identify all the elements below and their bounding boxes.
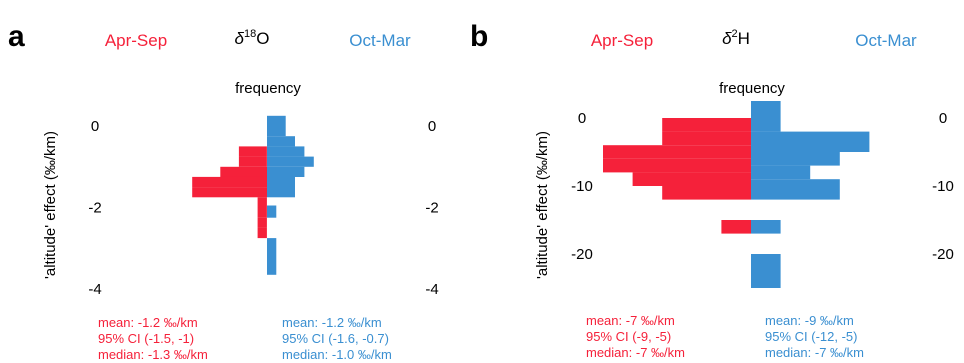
y-tick-label-left: -2 [88,200,101,217]
bar-warm [238,146,267,157]
legend-label-cold: Oct-Mar [855,31,917,50]
bar-cold [267,176,295,198]
bar-warm [603,145,751,159]
bar-warm [192,176,267,188]
bar-cold [267,136,295,147]
y-tick-label-right: -2 [425,200,438,217]
legend-label-warm: Apr-Sep [591,31,653,50]
bar-cold [267,205,277,218]
y-tick-label-left: -4 [88,281,101,298]
bar-cold [751,118,781,132]
stat-cold-ci: 95% CI (-12, -5) [765,329,857,344]
bar-cold [751,179,840,200]
chart-title: δ2H [722,28,750,48]
title-superscript: 18 [244,28,256,40]
stat-warm-median: median: -1.3 ‰/km [98,347,208,362]
stat-cold-median: median: -1.0 ‰/km [282,347,392,362]
bar-warm [257,207,267,218]
y-axis-label: 'altitude' effect (‰/km) [42,131,59,279]
bar-warm [192,187,267,198]
bar-cold [751,254,781,288]
y-tick-label-left: 0 [91,118,99,135]
stat-warm-ci: 95% CI (-9, -5) [586,329,671,344]
bar-warm [603,158,751,173]
bar-warm [220,166,268,177]
title-element: O [256,29,269,48]
panel-letter: a [8,20,25,53]
bar-cold [751,152,840,166]
bar-cold [751,131,870,152]
y-tick-label-left: 0 [578,110,586,127]
bar-warm [257,217,267,228]
y-tick-label-right: 0 [939,110,947,127]
bar-cold [751,165,811,180]
y-tick-label-right: 0 [428,118,436,135]
bar-cold [751,101,781,118]
y-tick-label-left: -20 [571,246,593,263]
panel-letter: b [470,20,488,53]
y-tick-label-left: -10 [571,178,593,195]
bar-warm [662,186,751,200]
legend-label-warm: Apr-Sep [105,31,167,50]
bar-cold [267,238,277,275]
legend-label-cold: Oct-Mar [349,31,411,50]
y-axis-label: 'altitude' effect (‰/km) [534,131,551,279]
stat-cold-median: median: -7 ‰/km [765,345,864,360]
stat-cold-mean: mean: -1.2 ‰/km [282,315,382,330]
stat-warm-median: median: -7 ‰/km [586,345,685,360]
y-tick-label-right: -10 [932,178,954,195]
stat-cold-ci: 95% CI (-1.6, -0.7) [282,331,389,346]
bar-warm [662,118,751,132]
stat-warm-mean: mean: -7 ‰/km [586,313,675,328]
bar-cold [751,220,781,234]
x-axis-label: frequency [235,80,301,97]
stat-warm-ci: 95% CI (-1.5, -1) [98,331,194,346]
title-delta: δ [235,29,245,48]
bar-warm [632,172,751,186]
bar-cold [267,166,305,177]
title-delta: δ [722,29,732,48]
bar-cold [267,146,305,157]
chart-title: δ18O [235,28,270,48]
bar-cold [267,156,314,167]
stat-warm-mean: mean: -1.2 ‰/km [98,315,198,330]
bar-warm [238,156,267,167]
title-superscript: 2 [732,28,738,40]
x-axis-label: frequency [719,80,785,97]
bar-warm [721,220,751,234]
bar-warm [257,227,267,239]
y-tick-label-right: -4 [425,281,438,298]
bar-cold [267,115,286,137]
stat-cold-mean: mean: -9 ‰/km [765,313,854,328]
y-tick-label-right: -20 [932,246,954,263]
title-element: H [738,29,750,48]
bar-warm [257,197,267,208]
bar-warm [662,131,751,146]
